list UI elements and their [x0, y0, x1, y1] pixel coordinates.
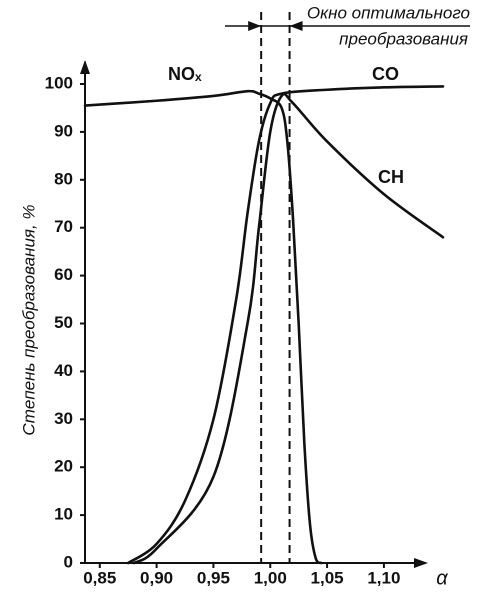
curve [83, 89, 323, 565]
y-tick-label: 60 [54, 265, 73, 284]
y-tick-label: 20 [54, 457, 73, 476]
annotation: преобразования [339, 29, 468, 48]
x-tick-label: 0,95 [197, 568, 230, 587]
x-tick-label: 1,10 [367, 568, 400, 587]
y-tick-label: 100 [45, 73, 73, 92]
x-tick-label: 0,90 [140, 568, 173, 587]
x-axis-label: α [436, 567, 448, 589]
x-tick-label: 1,05 [311, 568, 344, 587]
y-tick-label: 90 [54, 121, 73, 140]
y-axis-arrow [80, 60, 90, 74]
series-label: NOₓ [168, 64, 202, 84]
y-tick-label: 10 [54, 505, 73, 524]
arrow [289, 21, 303, 31]
y-tick-label: 80 [54, 169, 73, 188]
y-tick-label: 70 [54, 217, 73, 236]
series-label: CO [372, 64, 399, 84]
curve [126, 85, 445, 565]
curve [132, 92, 445, 565]
y-tick-label: 50 [54, 313, 73, 332]
y-axis-label: Степень преобразования, % [19, 204, 38, 435]
y-tick-label: 40 [54, 361, 73, 380]
y-tick-label: 0 [64, 552, 73, 571]
x-tick-label: 0,85 [83, 568, 116, 587]
series-label: CH [378, 167, 404, 187]
annotation: Окно оптимального [307, 3, 470, 22]
arrow [248, 21, 262, 31]
x-tick-label: 1,00 [254, 568, 287, 587]
x-axis-arrow [414, 558, 428, 568]
y-tick-label: 30 [54, 409, 73, 428]
